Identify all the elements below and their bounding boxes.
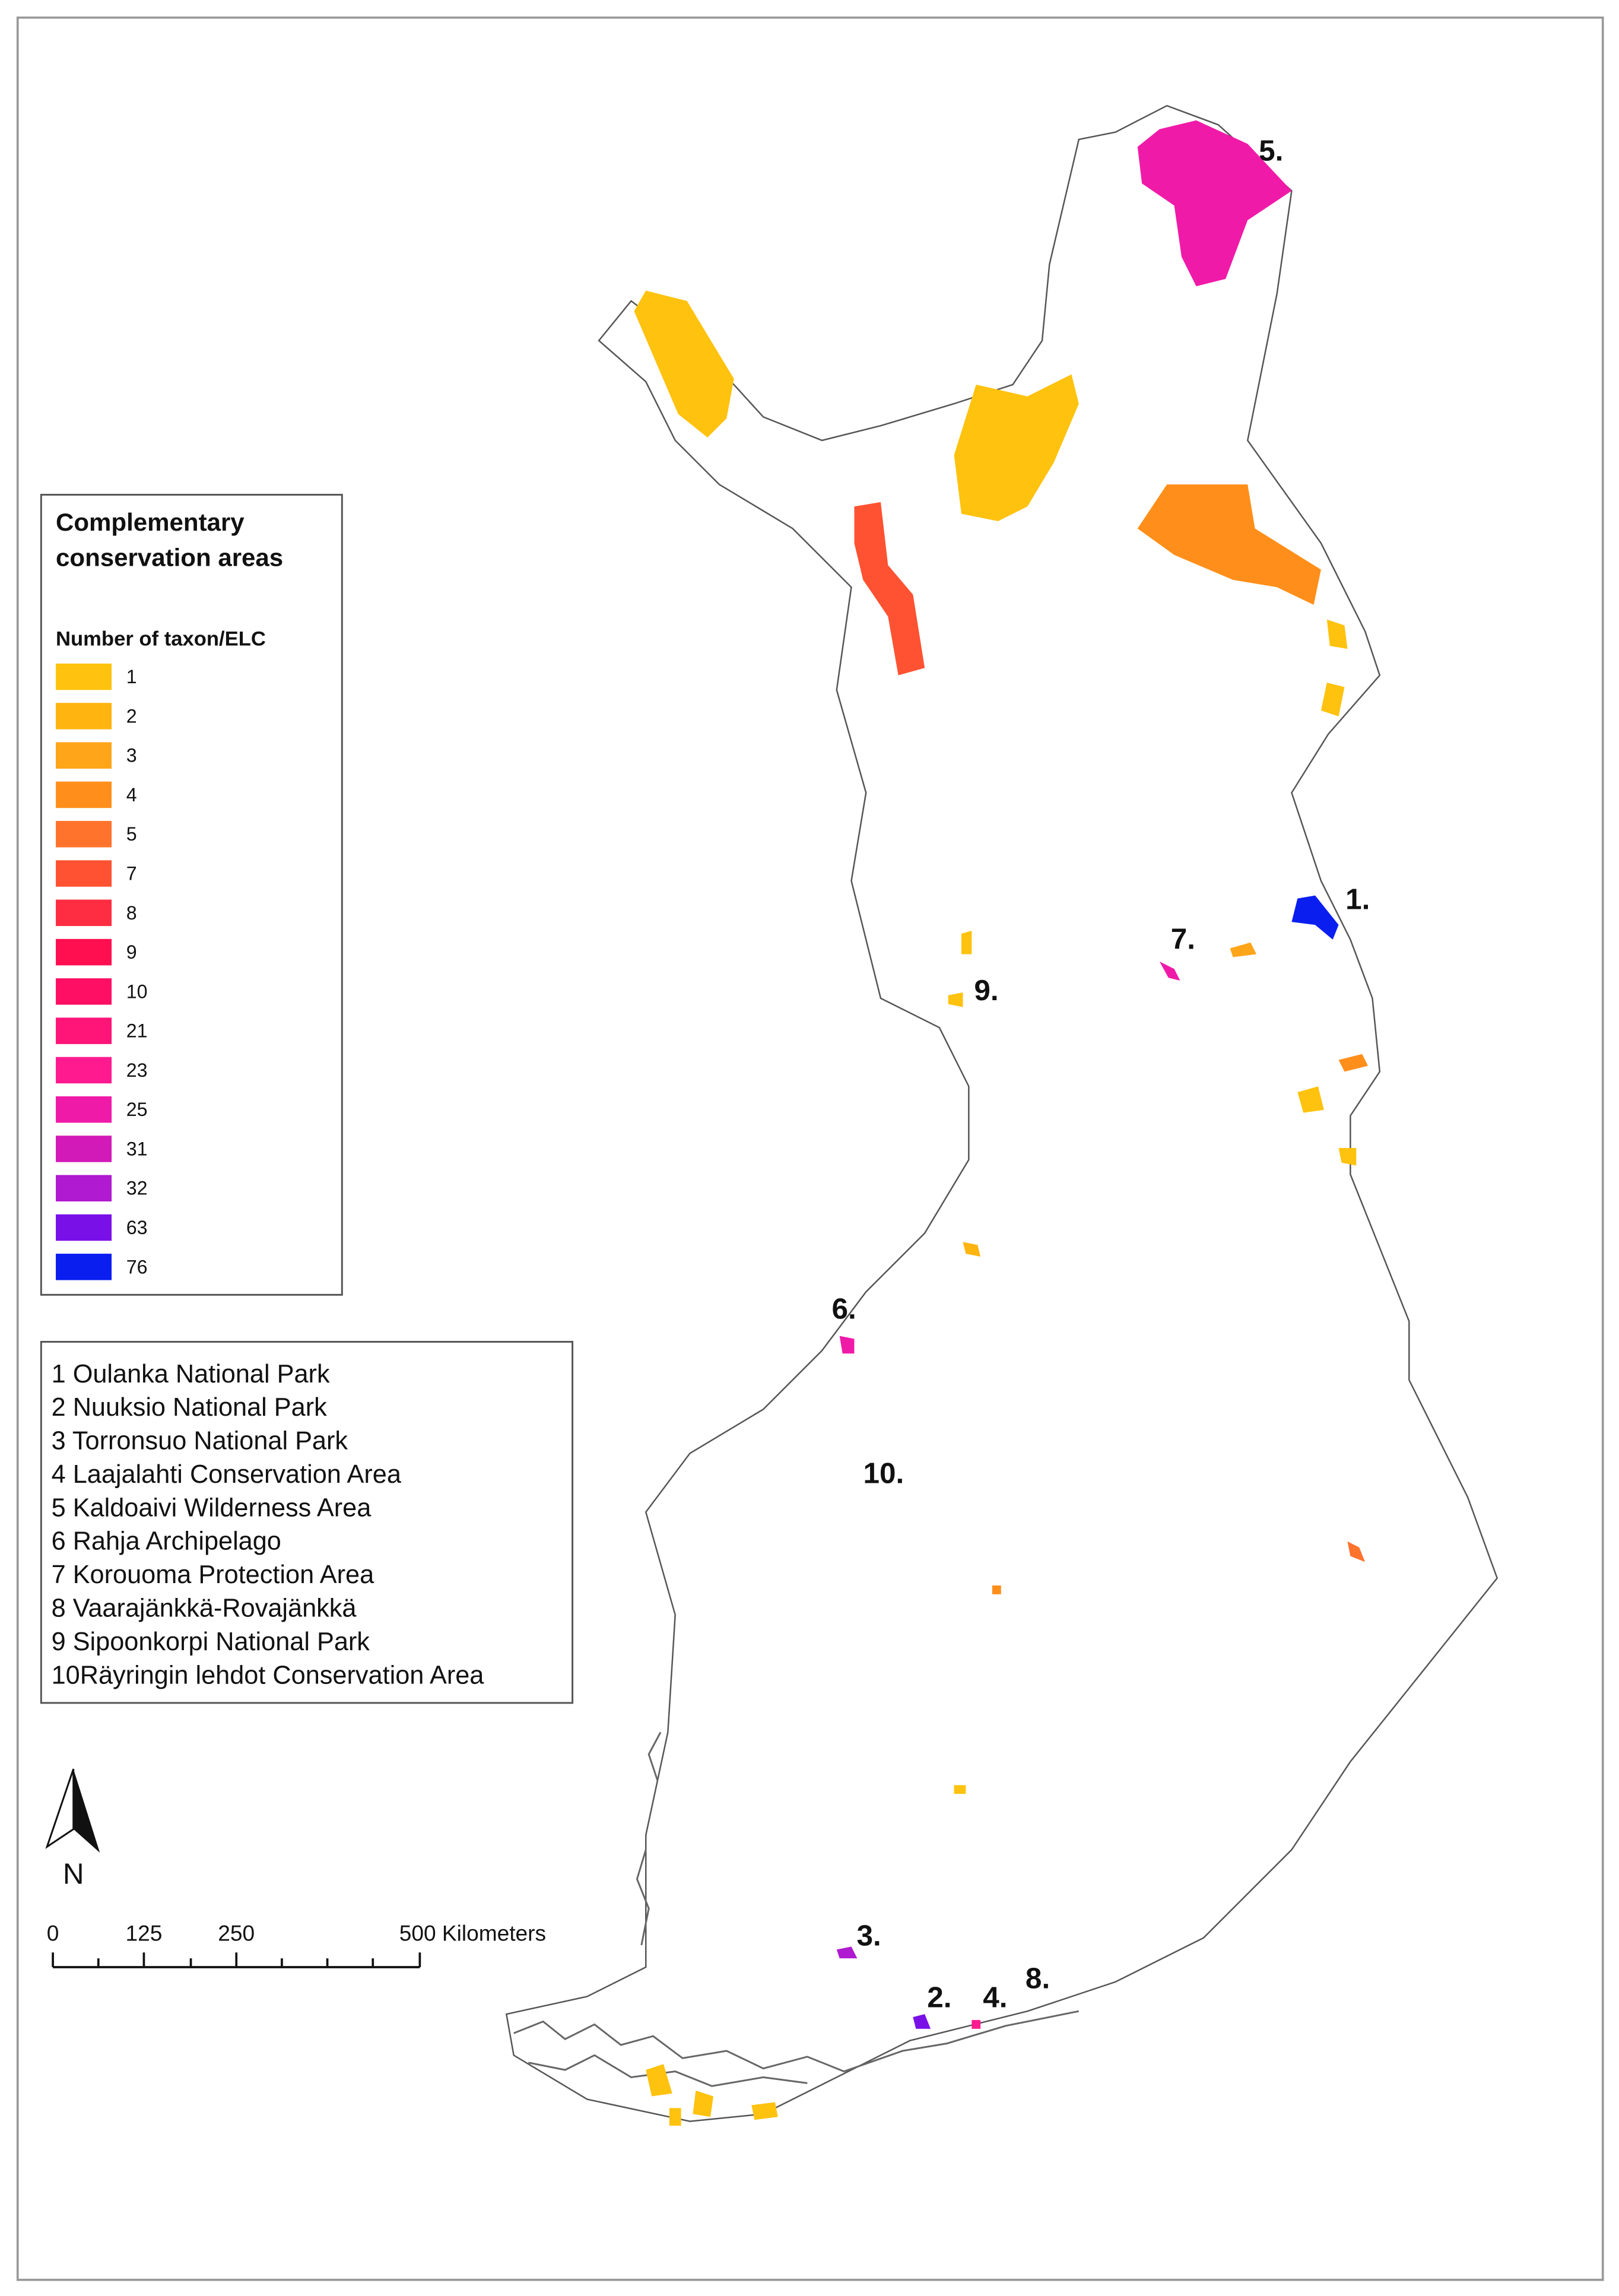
area-name: 5 Kaldoaivi Wilderness Area <box>52 1493 372 1522</box>
area-patch <box>669 2108 681 2126</box>
legend-label: 1 <box>126 666 137 687</box>
area-name: 6 Rahja Archipelago <box>52 1527 281 1556</box>
area-patch <box>1347 1541 1366 1562</box>
area-patch <box>1137 484 1321 605</box>
map-label: 8. <box>1026 1962 1050 1994</box>
map-label: 5. <box>1259 134 1283 167</box>
legend-swatch <box>56 860 112 887</box>
area-name: 2 Nuuksio National Park <box>52 1393 328 1422</box>
area-patch <box>1230 942 1257 957</box>
area-name: 4 Laajalahti Conservation Area <box>52 1460 402 1489</box>
area-name: 3 Torronsuo National Park <box>52 1427 348 1455</box>
area-name: 8 Vaarajänkkä-Rovajänkkä <box>52 1594 357 1622</box>
area-list: 1 Oulanka National Park 2 Nuuksio Nationa… <box>52 1360 485 1689</box>
map-label: 7. <box>1171 922 1195 955</box>
legend-label: 9 <box>126 941 137 963</box>
north-arrow <box>45 1768 100 1853</box>
area-patch <box>948 992 963 1007</box>
area-patch <box>963 1242 981 1257</box>
area-name: 10Räyringin lehdot Conservation Area <box>52 1661 485 1689</box>
area-patch <box>1137 120 1292 287</box>
map-label: 2. <box>927 1981 951 2013</box>
area-patch <box>1297 1086 1324 1113</box>
legend-label: 4 <box>126 784 137 805</box>
legend-label: 5 <box>126 823 137 845</box>
area-patch <box>1326 619 1348 649</box>
area-list-box <box>40 1340 574 1704</box>
area-patch <box>646 2064 672 2097</box>
legend-swatch <box>56 1096 112 1123</box>
legend-label: 25 <box>126 1099 148 1120</box>
scale-label: 250 <box>218 1920 255 1945</box>
legend-swatch <box>56 938 112 966</box>
map-label: 3. <box>857 1920 881 1952</box>
legend-label: 31 <box>126 1138 148 1159</box>
map-label: 10. <box>864 1457 904 1490</box>
legend-swatch <box>56 978 112 1005</box>
scale-label: 500 Kilometers <box>399 1920 546 1945</box>
legend-label: 10 <box>126 981 148 1002</box>
legend-swatch <box>56 781 112 808</box>
area-patch <box>1159 961 1180 981</box>
map-labels: 5. 1. 7. 9. 6. 10. 3. 2. 4. 8. <box>831 134 1370 2013</box>
area-patch <box>992 1585 1001 1594</box>
area-name: 7 Korouoma Protection Area <box>52 1561 374 1589</box>
area-patch <box>836 1946 858 1959</box>
area-patch <box>839 1336 855 1354</box>
area-patch <box>954 1785 966 1794</box>
scale-label: 0 <box>47 1920 59 1945</box>
legend-box <box>40 493 343 1296</box>
legend-swatch <box>56 899 112 927</box>
area-patch <box>693 2090 714 2117</box>
legend-label: 7 <box>126 862 137 884</box>
area-name: 9 Sipoonkorpi National Park <box>52 1628 370 1656</box>
area-name: 1 Oulanka National Park <box>52 1360 330 1388</box>
area-patch <box>634 290 734 437</box>
legend-label: 2 <box>126 705 137 727</box>
map-label: 6. <box>831 1293 856 1325</box>
scale-bar <box>52 1952 421 1968</box>
area-patch <box>854 502 925 676</box>
area-patch <box>1291 895 1339 940</box>
legend-swatch <box>56 1057 112 1084</box>
legend-swatch <box>56 663 112 690</box>
legend-swatch <box>56 1136 112 1162</box>
legend-swatch <box>56 703 112 730</box>
legend-label: 3 <box>126 745 137 766</box>
legend-label: 8 <box>126 902 137 924</box>
conservation-areas <box>634 120 1369 2126</box>
legend-label: 63 <box>126 1217 148 1238</box>
map-label: 9. <box>974 974 998 1007</box>
area-patch <box>954 374 1079 521</box>
scale-label: 125 <box>125 1920 162 1945</box>
legend-swatch <box>56 1214 112 1241</box>
country-outline <box>505 104 1499 2122</box>
legend-subtitle: Number of taxon/ELC <box>56 627 266 650</box>
scale-labels: 0 125 250 500 Kilometers <box>47 1920 546 1945</box>
legend-label: 76 <box>126 1256 148 1277</box>
legend-title: Complementary <box>56 508 245 536</box>
map-label: 4. <box>983 1981 1007 2013</box>
legend-label: 21 <box>126 1020 148 1042</box>
north-label: N <box>63 1858 84 1891</box>
area-patch <box>1320 683 1345 716</box>
map-label: 1. <box>1345 883 1370 916</box>
area-patch <box>972 2020 981 2029</box>
legend-label: 32 <box>126 1178 148 1199</box>
legend-swatch <box>56 1254 112 1280</box>
area-patch <box>751 2102 778 2120</box>
legend-swatch <box>56 742 112 769</box>
legend-swatch <box>56 820 112 848</box>
area-patch <box>913 2014 931 2029</box>
legend-swatch <box>56 1017 112 1044</box>
legend-swatch <box>56 1175 112 1202</box>
frame <box>16 16 1604 2281</box>
area-patch <box>1338 1054 1369 1072</box>
area-patch <box>1338 1148 1357 1166</box>
legend-label: 23 <box>126 1060 148 1081</box>
area-patch <box>961 930 972 954</box>
legend-title: conservation areas <box>56 543 283 571</box>
